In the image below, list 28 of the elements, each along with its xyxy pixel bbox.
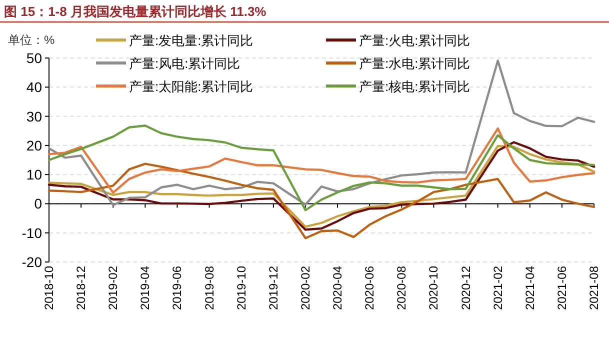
x-tick-label: 2018-10 [42, 266, 56, 310]
title: 图 15：1-8 月我国发电量累计同比增长 11.3% [4, 4, 266, 19]
x-tick-label: 2020-12 [458, 266, 473, 310]
x-tick-label: 2019-02 [106, 266, 120, 310]
y-tick-label: 0 [34, 196, 42, 212]
x-tick-label: 2020-08 [394, 266, 409, 310]
y-tick-label: 20 [26, 137, 42, 154]
x-tick-label: 2021-02 [490, 266, 505, 310]
x-tick-label: 2020-02 [298, 266, 312, 310]
annotation: 单位：% [8, 33, 55, 47]
y-tick-label: 40 [26, 79, 42, 96]
y-tick-label: 10 [26, 166, 42, 183]
y-tick-label: -10 [22, 224, 42, 241]
x-tick-label: 2020-06 [362, 266, 377, 310]
x-tick-label: 2020-04 [330, 266, 345, 310]
y-tick-label: -20 [22, 254, 42, 270]
x-tick-label: 2019-04 [138, 266, 152, 310]
x-tick-label: 2021-04 [522, 266, 537, 310]
x-tick-label: 2019-10 [234, 266, 248, 310]
y-tick-label: 30 [26, 108, 42, 124]
x-tick-label: 2021-06 [554, 266, 569, 310]
x-tick-label: 2020-10 [426, 266, 441, 310]
x-tick-label: 2018-12 [74, 266, 88, 310]
x-tick-label: 2021-08 [587, 266, 601, 310]
x-tick-label: 2019-08 [202, 266, 216, 310]
x-tick-label: 2019-12 [266, 266, 280, 310]
x-tick-label: 2019-06 [170, 266, 184, 310]
y-tick-label: 50 [26, 50, 42, 66]
